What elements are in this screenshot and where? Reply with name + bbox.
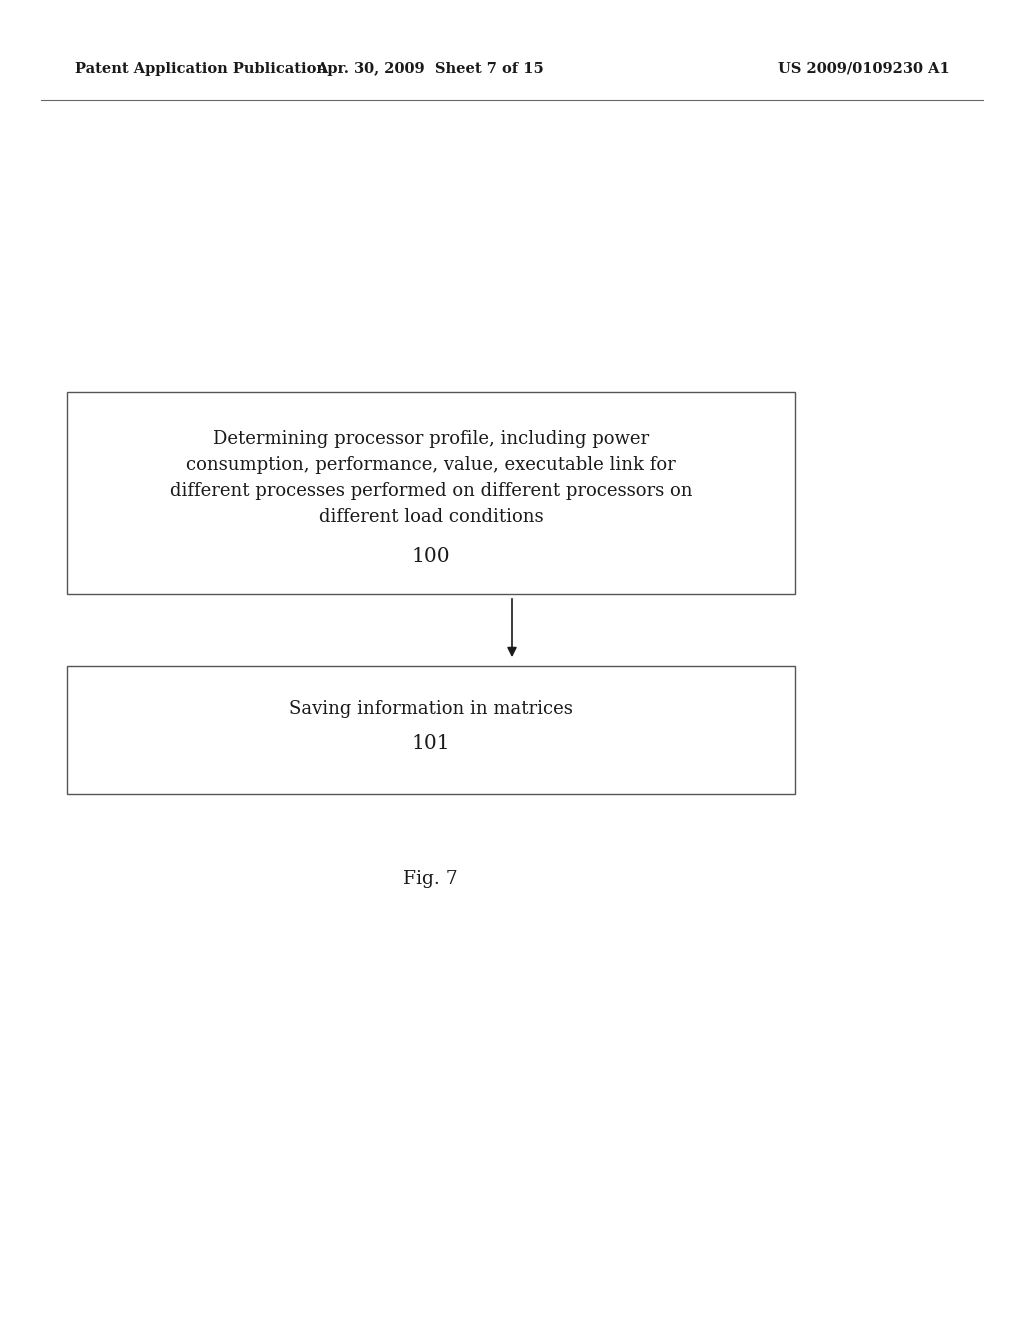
Text: consumption, performance, value, executable link for: consumption, performance, value, executa… xyxy=(186,455,676,474)
Text: US 2009/0109230 A1: US 2009/0109230 A1 xyxy=(778,62,950,77)
Text: Patent Application Publication: Patent Application Publication xyxy=(75,62,327,77)
Bar xyxy=(67,392,795,594)
Text: Saving information in matrices: Saving information in matrices xyxy=(289,700,573,718)
Text: Fig. 7: Fig. 7 xyxy=(402,870,458,888)
Text: 100: 100 xyxy=(412,546,451,566)
Text: Determining processor profile, including power: Determining processor profile, including… xyxy=(213,430,649,447)
Text: Apr. 30, 2009  Sheet 7 of 15: Apr. 30, 2009 Sheet 7 of 15 xyxy=(316,62,544,77)
Text: 101: 101 xyxy=(412,734,451,752)
Bar xyxy=(67,667,795,795)
Text: different load conditions: different load conditions xyxy=(318,508,544,525)
Text: different processes performed on different processors on: different processes performed on differe… xyxy=(170,482,692,500)
